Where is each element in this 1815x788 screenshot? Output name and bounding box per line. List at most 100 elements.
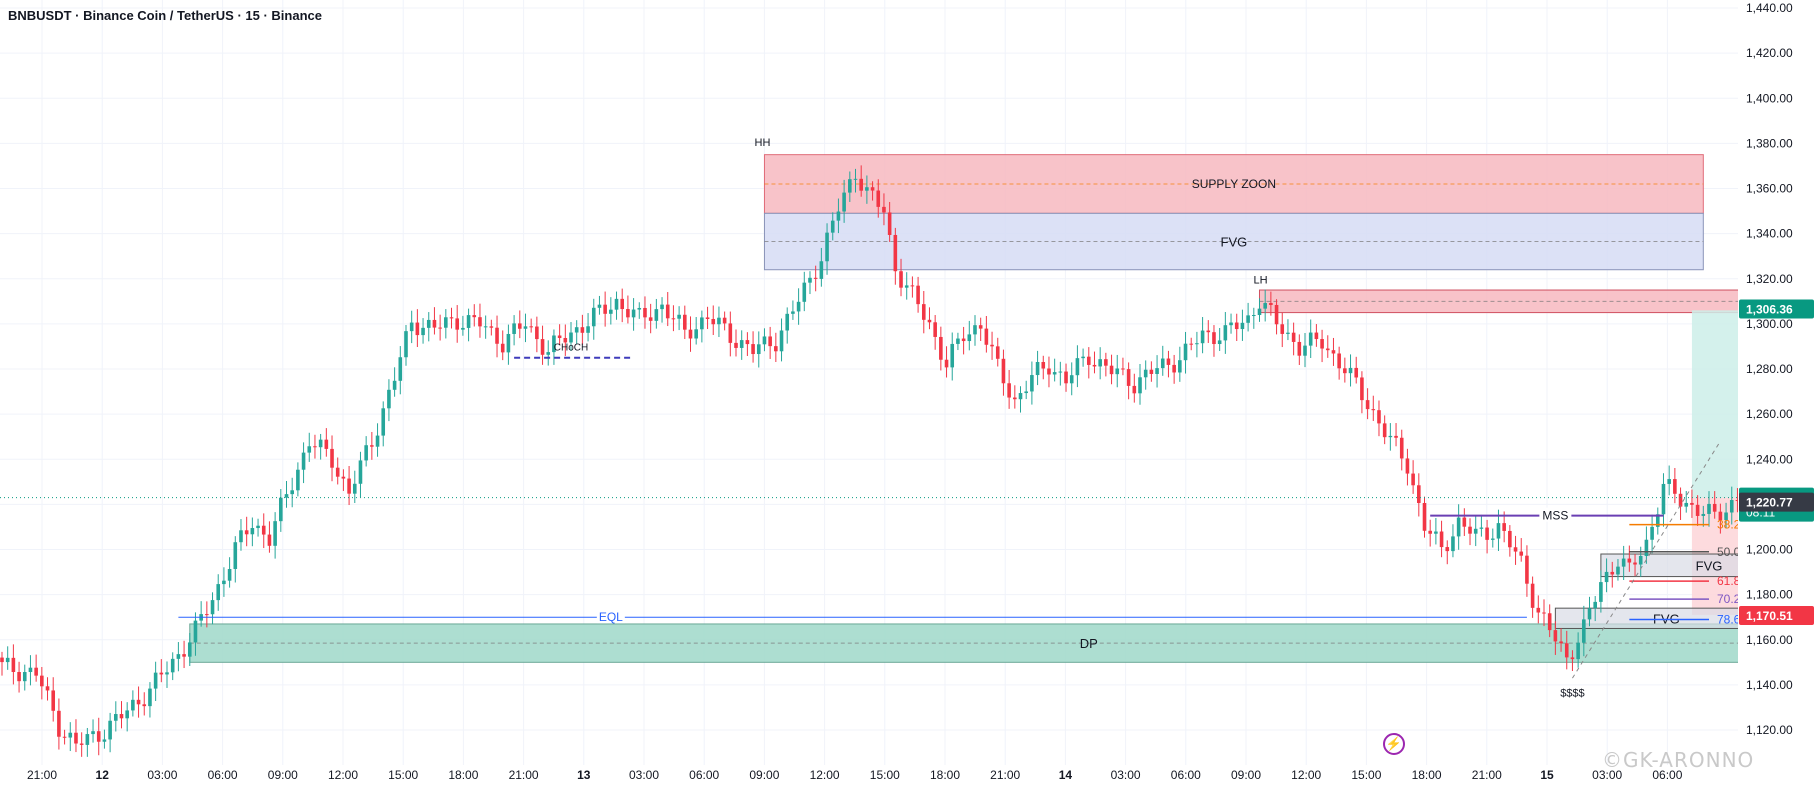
candle-body	[1707, 503, 1711, 514]
candle-body	[762, 336, 767, 345]
candle-body	[1729, 500, 1734, 513]
candle-body	[1297, 341, 1302, 356]
candle-body	[392, 380, 397, 390]
candle-body	[1428, 530, 1432, 534]
candle-body	[933, 322, 937, 337]
candle-body	[859, 178, 863, 191]
candle-body	[1718, 511, 1723, 521]
price-tag-bg	[1739, 606, 1814, 626]
candle-body	[711, 318, 716, 325]
label-mss: MSS	[1542, 509, 1568, 523]
candle-body	[449, 317, 454, 319]
price-tag-label: 1,220.77	[1746, 496, 1793, 510]
candle-body	[0, 657, 4, 663]
candle-body	[426, 319, 431, 328]
candle-body	[734, 342, 738, 348]
candle-body	[563, 338, 568, 343]
candle-body	[279, 497, 283, 522]
candle-body	[1274, 304, 1279, 325]
candle-body	[1508, 530, 1512, 548]
candle-body	[865, 187, 869, 191]
candle-body	[1582, 619, 1586, 643]
candle-body	[1365, 400, 1370, 410]
candle-body	[1610, 571, 1615, 575]
candle-body	[882, 206, 886, 213]
lightning-bolt-icon[interactable]: ⚡	[1383, 733, 1405, 755]
price-tag-bg	[1739, 492, 1814, 512]
candle-body	[222, 580, 226, 585]
time-axis-label: 12	[96, 768, 110, 782]
candle-body	[654, 309, 659, 321]
candle-body	[700, 317, 704, 330]
candle-body	[375, 435, 380, 447]
candle-body	[939, 336, 943, 360]
candle-body	[461, 327, 465, 330]
candle-body	[1200, 330, 1205, 344]
candle-body	[1468, 526, 1472, 534]
price-tag-bg	[1739, 299, 1814, 319]
candle-body	[301, 452, 306, 470]
candle-body	[745, 340, 750, 345]
candle-body	[1047, 368, 1051, 375]
label-choch: CHoCH	[554, 343, 588, 354]
candle-body	[927, 319, 932, 323]
time-axis-label: 06:00	[1652, 768, 1682, 782]
candle-body	[148, 688, 152, 707]
candle-body	[1013, 397, 1017, 400]
candle-body	[825, 232, 829, 262]
candle-body	[1195, 343, 1199, 345]
candle-body	[170, 658, 175, 673]
price-axis-label: 1,400.00	[1746, 91, 1793, 105]
candle-body	[438, 327, 442, 329]
candle-body	[944, 359, 949, 368]
candle-body	[1530, 583, 1535, 608]
candle-body	[131, 699, 135, 711]
candle-body	[233, 542, 238, 569]
candle-body	[273, 521, 277, 546]
candle-body	[1542, 612, 1546, 614]
candle-body	[1587, 608, 1592, 620]
candle-body	[785, 313, 790, 331]
candle-body	[1183, 343, 1188, 361]
candle-body	[489, 326, 494, 328]
candle-body	[153, 672, 158, 689]
candle-body	[1502, 523, 1506, 531]
candle-body	[586, 326, 590, 333]
candle-body	[1030, 375, 1034, 392]
candle-body	[1633, 562, 1637, 565]
candle-body	[1189, 343, 1194, 345]
candle-body	[774, 346, 778, 352]
candle-body	[364, 445, 368, 461]
candle-body	[96, 731, 101, 742]
candle-body	[751, 344, 755, 355]
mss-label-bg	[1539, 507, 1572, 522]
candle-body	[1701, 513, 1706, 516]
candle-body	[887, 212, 892, 235]
candle-body	[523, 326, 528, 329]
candle-body	[1490, 538, 1495, 540]
price-axis-label: 1,260.00	[1746, 407, 1793, 421]
candle-body	[205, 614, 209, 616]
time-axis-label: 06:00	[208, 768, 238, 782]
candle-body	[990, 344, 994, 347]
candle-body	[739, 340, 744, 348]
candle-body	[910, 285, 915, 287]
candle-body	[1058, 371, 1063, 373]
candle-body	[1735, 500, 1740, 502]
price-axis-label: 1,200.00	[1746, 543, 1793, 557]
candle-body	[1399, 437, 1404, 459]
label-dp: DP	[1080, 636, 1098, 651]
candle-body	[574, 327, 579, 333]
candle-body	[1724, 512, 1728, 521]
candle-body	[1684, 502, 1689, 507]
candle-body	[1098, 359, 1102, 367]
candle-body	[1604, 571, 1609, 583]
candle-body	[995, 346, 1000, 359]
candle-body	[495, 327, 499, 344]
time-axis-label: 18:00	[448, 768, 478, 782]
candle-body	[796, 301, 801, 312]
candle-body	[1240, 322, 1245, 330]
candle-body	[119, 714, 124, 719]
candle-body	[296, 469, 300, 491]
